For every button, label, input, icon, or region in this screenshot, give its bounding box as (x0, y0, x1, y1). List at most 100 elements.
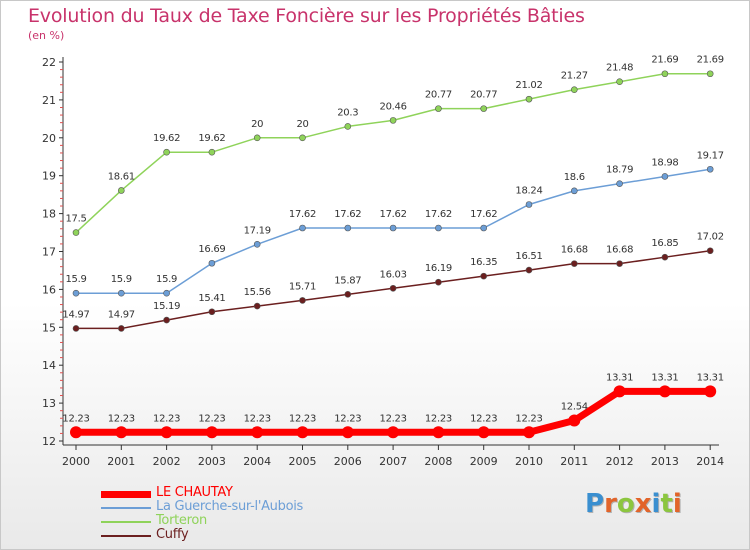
data-point (570, 86, 578, 93)
data-label: 15.9 (111, 274, 132, 285)
data-label: 12.23 (470, 413, 497, 424)
data-point (389, 284, 397, 292)
data-point (387, 426, 400, 439)
data-label: 12.23 (289, 413, 316, 424)
x-tick-label: 2006 (334, 455, 362, 468)
data-point (480, 224, 488, 232)
data-label: 17.02 (697, 232, 724, 243)
logo-letter: r (604, 489, 617, 519)
data-label: 12.23 (515, 413, 542, 424)
data-label: 17.62 (380, 209, 407, 220)
data-label: 20.77 (470, 90, 497, 101)
data-point (163, 316, 170, 324)
data-label: 17.19 (244, 225, 271, 236)
data-label: 21.48 (606, 63, 633, 74)
series-line-0 (72, 387, 714, 436)
data-point (72, 325, 80, 332)
legend-swatch (101, 535, 151, 537)
data-point (435, 278, 442, 286)
data-point (480, 272, 488, 280)
y-tick-label: 17 (42, 246, 56, 259)
data-point (163, 289, 170, 297)
data-point (70, 426, 82, 439)
y-tick-label: 21 (42, 94, 56, 107)
y-tick-label: 22 (42, 56, 56, 69)
data-point (480, 105, 488, 112)
data-point (704, 385, 717, 398)
data-label: 17.62 (289, 209, 316, 220)
data-label: 13.31 (651, 372, 678, 383)
data-point (570, 187, 578, 195)
data-label: 18.61 (108, 171, 135, 182)
y-tick-label: 13 (42, 397, 56, 410)
data-label: 20.3 (337, 107, 358, 118)
data-point (163, 148, 170, 156)
x-tick-label: 2003 (198, 455, 226, 468)
data-label: 20.77 (425, 90, 452, 101)
y-tick-label: 18 (42, 208, 56, 221)
data-point (341, 426, 354, 439)
data-label: 17.62 (425, 209, 452, 220)
data-point (525, 201, 533, 208)
logo-letter: P (585, 489, 605, 519)
legend-label: La Guerche-sur-l'Aubois (156, 499, 304, 514)
data-point (525, 95, 533, 103)
y-tick-label: 20 (42, 132, 56, 145)
x-tick-label: 2008 (424, 455, 452, 468)
data-label: 16.68 (561, 245, 588, 256)
data-point (616, 260, 623, 267)
x-tick-label: 2013 (651, 455, 679, 468)
data-point (72, 289, 80, 297)
x-tick-label: 2002 (153, 455, 181, 468)
legend-label: Cuffy (156, 527, 189, 542)
data-point (115, 426, 128, 439)
data-label: 16.51 (515, 251, 542, 262)
data-label: 15.9 (65, 274, 86, 285)
x-tick-label: 2011 (560, 455, 588, 468)
data-point (208, 308, 216, 316)
y-tick-label: 15 (42, 321, 56, 334)
logo-letter: i (651, 489, 661, 519)
data-point (661, 70, 669, 78)
data-label: 12.23 (334, 413, 361, 424)
data-label: 16.19 (425, 263, 452, 274)
data-point (389, 117, 397, 124)
data-point (299, 134, 306, 142)
data-label: 15.41 (198, 293, 225, 304)
data-label: 21.02 (515, 80, 542, 91)
data-label: 18.98 (651, 157, 678, 168)
data-label: 15.56 (244, 287, 271, 298)
data-point (208, 259, 216, 267)
data-label: 14.97 (62, 309, 89, 320)
data-point (72, 229, 80, 236)
data-point (706, 70, 714, 78)
data-point (299, 224, 306, 232)
data-label: 17.62 (334, 209, 361, 220)
data-label: 12.23 (380, 413, 407, 424)
data-label: 12.23 (425, 413, 452, 424)
data-point (570, 260, 578, 267)
data-label: 15.71 (289, 281, 316, 292)
proxiti-logo: Proxiti (585, 489, 682, 519)
legend-label: LE CHAUTAY (156, 485, 233, 500)
x-tick-label: 2007 (379, 455, 407, 468)
data-label: 16.03 (380, 269, 407, 280)
data-label: 18.79 (606, 165, 633, 176)
chart-subtitle: (en %) (28, 29, 65, 42)
data-label: 12.23 (62, 413, 89, 424)
data-point (118, 289, 125, 297)
data-point (205, 426, 218, 439)
data-point (706, 165, 714, 173)
data-point (435, 105, 442, 112)
data-label: 18.6 (564, 172, 585, 183)
data-label: 19.62 (198, 133, 225, 144)
y-tick-label: 16 (42, 283, 56, 296)
data-point (568, 414, 581, 427)
x-tick-label: 2005 (289, 455, 317, 468)
data-label: 16.69 (198, 244, 225, 255)
data-label: 19.17 (697, 150, 724, 161)
data-point (299, 297, 306, 304)
data-point (477, 426, 490, 439)
